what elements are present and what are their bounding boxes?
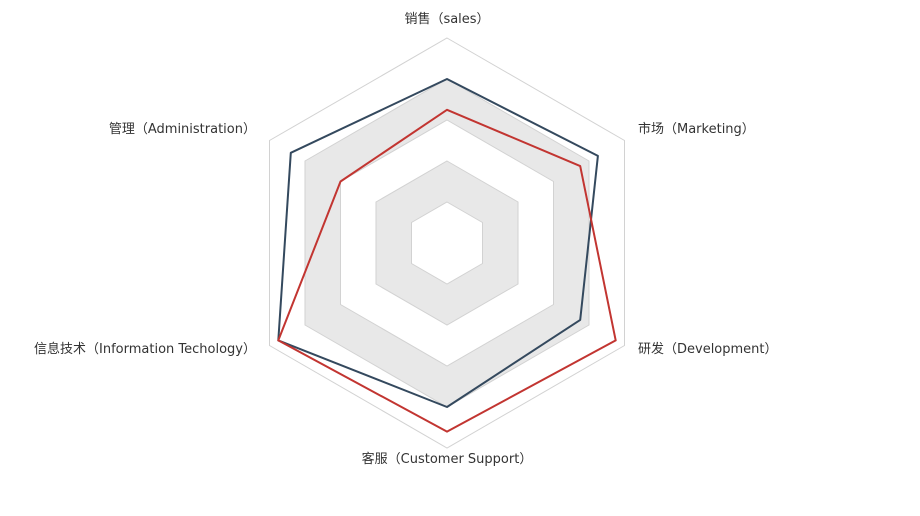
axis-label-sales: 销售（sales） [404, 11, 489, 27]
split-area-3 [340, 120, 554, 366]
split-line-1 [411, 201, 483, 285]
axis-label-information-technology: 信息技术（Information Techology） [34, 341, 256, 357]
radar-grid [269, 37, 625, 449]
split-line-2 [375, 160, 519, 326]
series-line-1 [277, 78, 599, 408]
axis-label-development: 研发（Development） [638, 341, 778, 357]
split-area-2 [376, 161, 518, 325]
radar-series [277, 78, 617, 433]
split-line-5 [269, 37, 625, 449]
series-line-2 [277, 108, 617, 433]
axis-label-customer-support: 客服（Customer Support） [362, 451, 533, 467]
radar-axis-labels: 销售（sales） 市场（Marketing） 研发（Development） … [34, 11, 777, 467]
axis-label-marketing: 市场（Marketing） [638, 121, 755, 137]
axis-label-administration: 管理（Administration） [109, 122, 256, 137]
split-area-1 [411, 202, 483, 284]
